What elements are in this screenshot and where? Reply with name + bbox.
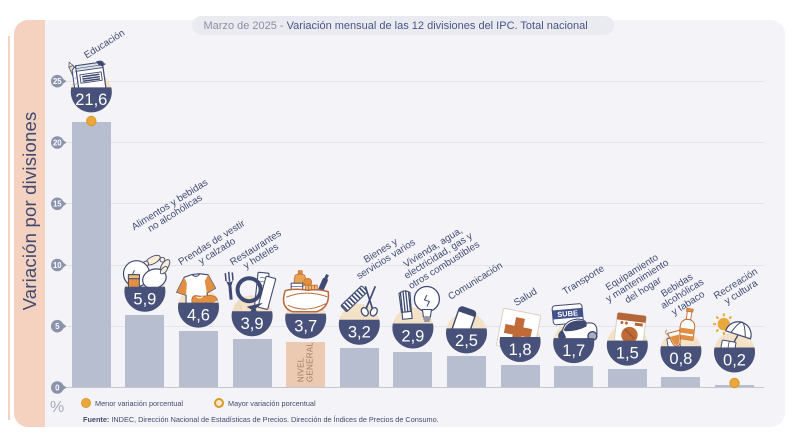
svg-text:3,7: 3,7 bbox=[294, 318, 317, 336]
svg-text:15: 15 bbox=[53, 200, 62, 209]
svg-text:25: 25 bbox=[53, 77, 62, 86]
svg-text:3,9: 3,9 bbox=[241, 315, 264, 333]
svg-text:20: 20 bbox=[53, 138, 62, 147]
svg-text:10: 10 bbox=[53, 261, 62, 270]
svg-text:5: 5 bbox=[55, 322, 60, 331]
svg-text:SUBE: SUBE bbox=[557, 308, 579, 319]
svg-text:0,8: 0,8 bbox=[669, 350, 692, 368]
svg-text:1,7: 1,7 bbox=[562, 342, 585, 360]
svg-text:4,6: 4,6 bbox=[187, 306, 210, 324]
svg-text:0,2: 0,2 bbox=[723, 351, 746, 369]
svg-text:1,5: 1,5 bbox=[616, 344, 639, 362]
svg-text:0: 0 bbox=[55, 383, 60, 392]
svg-text:21,6: 21,6 bbox=[75, 91, 107, 109]
svg-text:1,8: 1,8 bbox=[509, 341, 532, 359]
svg-text:5,9: 5,9 bbox=[133, 291, 156, 309]
svg-text:2,9: 2,9 bbox=[401, 327, 424, 345]
svg-text:3,2: 3,2 bbox=[348, 324, 371, 342]
svg-text:2,5: 2,5 bbox=[455, 332, 478, 350]
